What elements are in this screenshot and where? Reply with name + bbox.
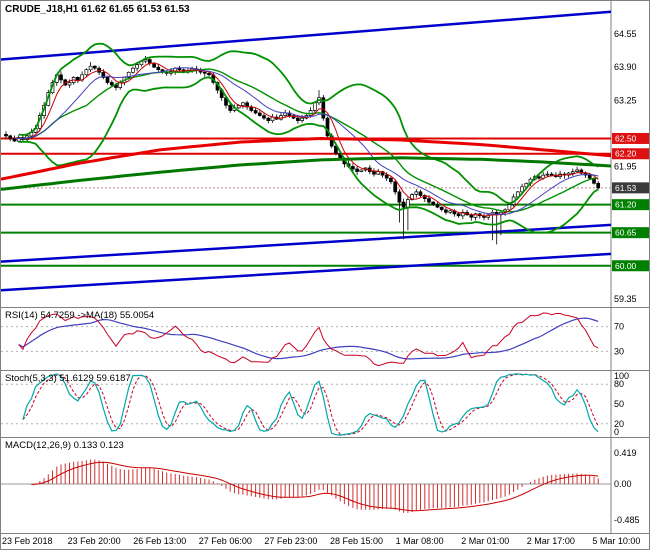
rsi-panel: 70 30 RSI(14) 54.7259 ->MA(18) 55.0054 (1, 308, 649, 371)
price-badge-label: 60.65 (615, 228, 637, 238)
thick-green-ma (1, 156, 612, 191)
stochastic-panel: 100 80 50 20 0 Stoch(5,3,3) 51.6129 59.6187 (1, 371, 649, 438)
stoch-axis-label: 50 (614, 399, 624, 409)
price-axis-label: 63.25 (614, 95, 637, 105)
time-axis-label: 23 Feb 2018 (2, 536, 53, 546)
price-chart-panel: 64.55 63.90 63.25 61.95 59.35 62.50 62.20 61.53… (1, 1, 649, 308)
macd-axis-label: 0.00 (614, 479, 632, 489)
bollinger-upper (18, 42, 599, 205)
price-badge (612, 182, 649, 194)
bollinger-middle (18, 68, 599, 213)
trendline[interactable] (1, 10, 612, 61)
macd-signal-line (31, 461, 599, 512)
rsi-axis-label: 70 (614, 322, 624, 332)
rsi-ma-line (18, 317, 599, 360)
rsi-canvas[interactable]: 70 30 (1, 308, 649, 370)
stoch-axis-label: 80 (614, 379, 624, 389)
price-axis-label: 64.55 (614, 29, 637, 39)
bollinger-lower (18, 76, 599, 234)
price-badge (612, 132, 649, 144)
macd-axis-label: -0.485 (614, 515, 640, 525)
price-axis-label: 61.95 (614, 161, 637, 171)
time-axis-label: 1 Mar 08:00 (395, 536, 444, 546)
price-badge (612, 260, 649, 272)
time-axis-label: 2 Mar 01:00 (461, 536, 510, 546)
macd-axis-label: 0.419 (614, 448, 637, 458)
price-badge-label: 61.53 (615, 183, 637, 193)
rsi-line (18, 312, 599, 367)
time-axis-label: 2 Mar 17:00 (526, 536, 575, 546)
trendline[interactable] (1, 252, 612, 292)
price-badge (612, 148, 649, 160)
candle-wicks (5, 56, 599, 245)
price-badge (612, 199, 649, 211)
slow-ma-blue (14, 67, 599, 215)
rsi-axis-label: 30 (614, 346, 624, 356)
price-badge-label: 60.00 (615, 261, 637, 271)
stoch-axis-label: 0 (614, 427, 619, 437)
time-axis-label: 28 Feb 15:00 (330, 536, 384, 546)
price-badge-label: 62.20 (615, 149, 637, 159)
price-badge-label: 62.50 (615, 133, 637, 143)
macd-histogram (30, 459, 599, 513)
stoch-main-line (22, 373, 599, 436)
price-axis-label: 59.35 (614, 294, 637, 304)
time-axis-label: 23 Feb 20:00 (67, 536, 121, 546)
stoch-signal-line (22, 373, 599, 436)
thick-red-ma (1, 136, 612, 181)
macd-panel: 0.419 0.00 -0.485 MACD(12,26,9) 0.133 0.12… (1, 438, 649, 534)
price-chart-canvas[interactable]: 64.55 63.90 63.25 61.95 59.35 62.50 62.20 61.53… (1, 1, 649, 307)
time-axis-label: 5 Mar 10:00 (592, 536, 641, 546)
price-badge (612, 227, 649, 239)
time-axis-label: 27 Feb 23:00 (264, 536, 318, 546)
price-badge-label: 61.20 (615, 200, 637, 210)
price-axis-label: 63.90 (614, 62, 637, 72)
time-axis-label: 27 Feb 06:00 (198, 536, 252, 546)
stoch-axis-label: 20 (614, 419, 624, 429)
time-axis-label: 26 Feb 13:00 (133, 536, 187, 546)
trendline[interactable] (1, 223, 612, 263)
macd-canvas[interactable]: 0.419 0.00 -0.485 (1, 438, 649, 533)
time-axis: 23 Feb 2018 23 Feb 20:00 26 Feb 13:00 27 Fe… (1, 534, 649, 549)
stoch-axis-label: 100 (614, 371, 629, 381)
